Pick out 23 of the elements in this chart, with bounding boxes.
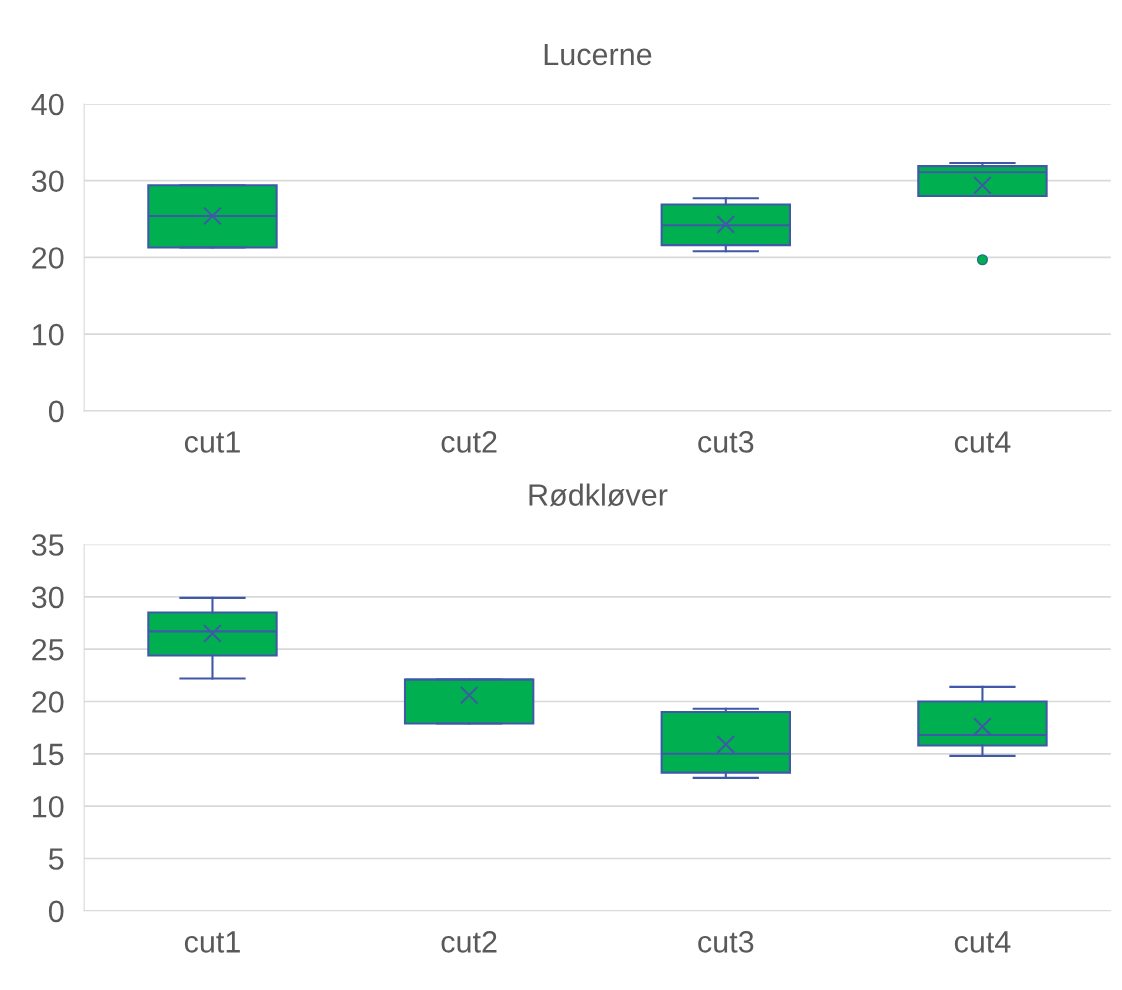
chart-title: Lucerne [544,44,652,66]
y-tick-label: 20 [32,247,64,269]
x-tick-label: cut3 [698,431,754,453]
x-tick-label: cut1 [184,931,240,953]
chart-title: Rødkløver [529,483,668,507]
y-tick-label: 10 [33,323,64,346]
y-tick-label: 30 [31,170,64,193]
x-tick-label: cut2 [441,431,497,453]
y-tick-label: 0 [48,900,64,923]
y-tick-label: 20 [32,691,64,713]
y-tick-label: 30 [31,586,64,609]
x-tick-label: cut3 [698,931,754,953]
y-tick-label: 15 [33,743,64,766]
x-tick-label: cut4 [954,431,1011,453]
x-tick-label: cut2 [441,931,497,953]
y-tick-label: 0 [48,400,64,423]
y-tick-label: 10 [33,795,64,818]
y-tick-label: 5 [48,848,64,870]
y-tick-label: 40 [31,93,64,116]
y-tick-label: 25 [32,638,64,661]
x-tick-label: cut4 [954,931,1011,953]
x-tick-label: cut1 [184,431,240,453]
y-tick-label: 35 [31,534,64,556]
